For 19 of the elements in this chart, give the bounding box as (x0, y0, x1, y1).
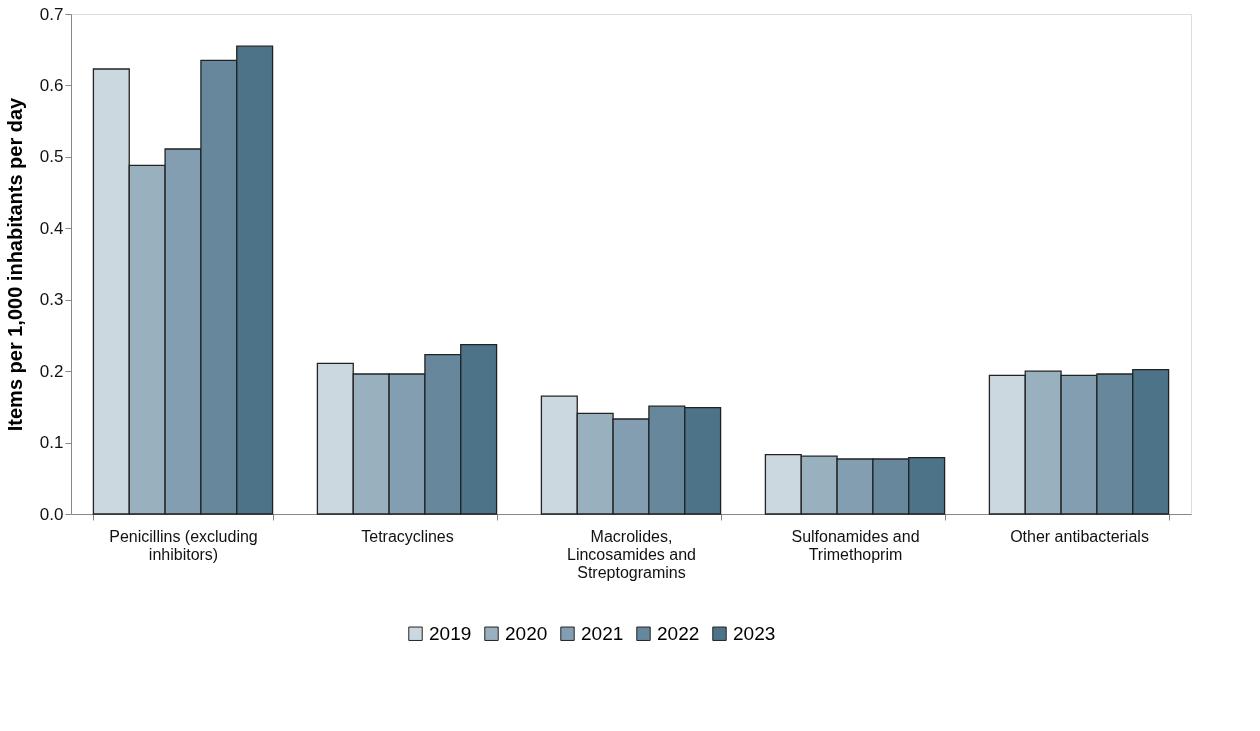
y-tick-label: 0.2 (39, 361, 64, 381)
legend-label: 2020 (505, 622, 548, 644)
y-tick-label: 0.5 (39, 147, 64, 167)
y-tick-label: 0.0 (39, 504, 64, 524)
legend-label: 2022 (657, 622, 700, 644)
legend-label: 2023 (733, 622, 776, 644)
y-axis-title: Items per 1,000 inhabitants per day (3, 96, 26, 432)
x-tick-label: Tetracyclines (361, 527, 454, 545)
y-tick-label: 0.7 (39, 4, 64, 24)
x-tick-label: Sulfonamides and Trimethoprim (791, 527, 920, 563)
y-tick-label: 0.3 (39, 290, 64, 310)
y-tick-label: 0.1 (39, 433, 64, 453)
y-tick-label: 0.6 (39, 75, 64, 95)
x-tick-label: Other antibacterials (1010, 527, 1149, 545)
x-tick-label: Macrolides, Lincosamides and Streptogramins (567, 527, 696, 581)
y-tick-label: 0.4 (39, 218, 64, 238)
x-tick-label: Penicillins (excluding inhibitors) (109, 527, 258, 563)
legend-label: 2019 (429, 622, 472, 644)
legend-label: 2021 (581, 622, 624, 644)
